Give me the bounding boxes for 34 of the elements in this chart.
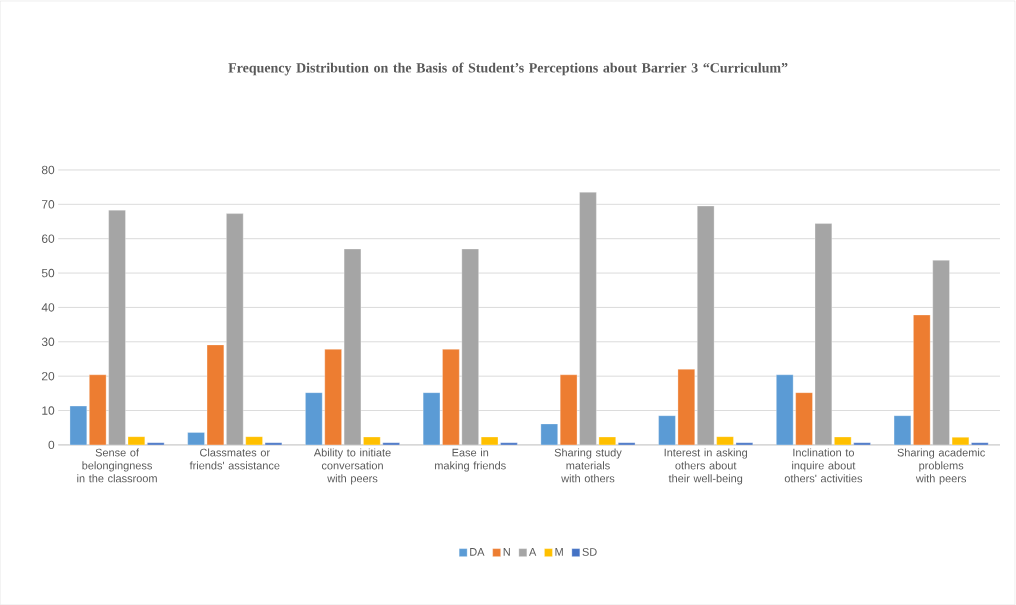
x-tick-label: Sharing academic problems with peers: [897, 448, 985, 485]
y-tick-label: 20: [41, 371, 55, 381]
bar: [147, 442, 165, 445]
y-tick-label: 10: [42, 406, 55, 415]
y-tick-label: 80: [41, 165, 55, 175]
bar: [913, 314, 931, 445]
bar: [69, 405, 87, 445]
x-tick-label: Inclination to inquire about others' activities: [784, 448, 863, 483]
bar: [795, 392, 813, 445]
legend-label: M: [555, 548, 563, 556]
x-tick-label: Interest in asking others about their well-being: [664, 448, 747, 485]
bar: [618, 442, 636, 445]
chart-title: Frequency Distribution on the Basis of Student’s Perceptions about Barrier 3 “Curriculum”: [228, 62, 788, 76]
bar: [971, 442, 989, 445]
bar: [324, 349, 342, 445]
x-tick-label: Ease in making friends: [435, 448, 506, 472]
y-tick-label: 40: [41, 303, 55, 312]
x-tick-label: Sharing study materials with others: [554, 448, 622, 483]
legend-label: N: [503, 548, 510, 556]
legend-label: DA: [470, 548, 485, 556]
y-tick-label: 60: [41, 234, 55, 243]
bar: [442, 349, 460, 445]
y-tick-label: 50: [41, 268, 55, 278]
bar: [540, 423, 558, 445]
x-tick-label: Sense of belongingness in the classroom: [77, 448, 157, 483]
y-tick-label: 70: [41, 200, 55, 209]
y-tick-label: 0: [48, 440, 55, 450]
legend-label: A: [529, 548, 537, 556]
x-tick-label: Ability to initiate conversation with peers: [313, 448, 391, 485]
y-tick-label: 30: [41, 337, 55, 346]
x-tick-label: Classmates or friends' assistance: [189, 448, 280, 470]
bar: [932, 260, 950, 445]
bar: [893, 415, 912, 445]
legend-label: SD: [582, 548, 597, 556]
